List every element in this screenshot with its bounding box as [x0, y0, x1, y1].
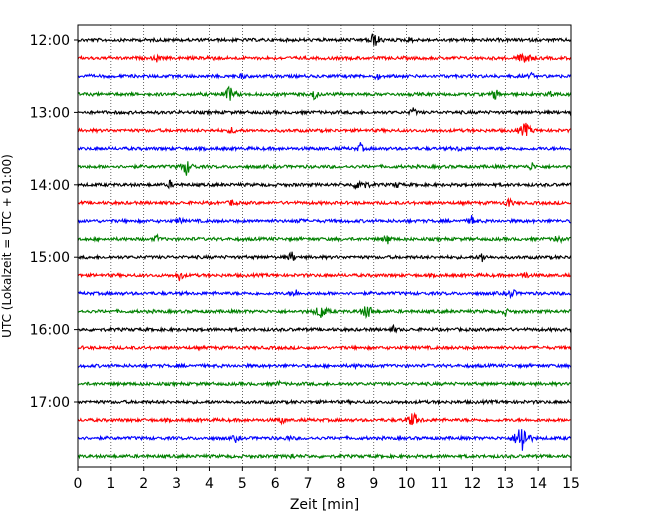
- x-tick-label: 11: [431, 476, 449, 492]
- y-tick-label: 17:00: [30, 395, 70, 411]
- seismogram-trace: [77, 251, 572, 263]
- seismogram-trace: [77, 85, 572, 101]
- seismogram-trace: [77, 161, 572, 176]
- seismogram-trace: [77, 323, 572, 334]
- x-tick-label: 8: [336, 476, 345, 492]
- x-tick-label: 14: [529, 476, 547, 492]
- x-tick-label: 9: [369, 476, 378, 492]
- seismogram-trace: [77, 197, 572, 207]
- y-tick-label: 12:00: [30, 33, 70, 49]
- seismogram-trace: [77, 289, 572, 300]
- seismogram-trace: [77, 411, 572, 426]
- seismogram-trace: [77, 71, 572, 81]
- x-tick-label: 12: [463, 476, 481, 492]
- x-tick-label: 3: [172, 476, 181, 492]
- x-tick-label: 7: [304, 476, 313, 492]
- y-tick-label: 13:00: [30, 105, 70, 121]
- x-tick-label: 15: [562, 476, 580, 492]
- x-tick-label: 0: [74, 476, 83, 492]
- y-axis-label: UTC (Lokalzeit = UTC + 01:00): [0, 154, 14, 338]
- x-axis-label: Zeit [min]: [290, 497, 359, 513]
- seismogram-trace: [77, 362, 572, 371]
- seismogram-trace: [77, 306, 572, 320]
- seismogram-trace: [77, 452, 572, 460]
- x-tick-label: 13: [496, 476, 514, 492]
- y-tick-label: 16:00: [30, 323, 70, 339]
- seismogram-trace: [77, 398, 572, 406]
- seismogram-trace: [77, 142, 572, 153]
- seismogram-trace: [77, 33, 572, 46]
- x-tick-label: 6: [271, 476, 280, 492]
- x-tick-label: 1: [106, 476, 115, 492]
- seismogram-trace: [77, 107, 572, 117]
- x-tick-label: 4: [205, 476, 214, 492]
- y-axis-ticks: 12:00 13:00 14:00 15:00 16:00 17:00: [30, 33, 78, 411]
- seismogram-trace: [77, 122, 572, 136]
- seismogram-trace: [77, 344, 572, 352]
- x-axis-ticks: 0 1 2 3 4 5 6 7 8 9 10 11 12 13 14 15: [74, 467, 580, 492]
- y-tick-label: 14:00: [30, 178, 70, 194]
- seismogram-trace: [77, 271, 572, 282]
- y-tick-label: 15:00: [30, 250, 70, 266]
- x-tick-label: 5: [238, 476, 247, 492]
- seismogram-trace: [77, 429, 572, 451]
- seismogram-trace: [77, 233, 572, 245]
- plot-frame: [77, 24, 572, 468]
- trace-series: [77, 33, 572, 460]
- x-tick-label: 10: [398, 476, 416, 492]
- seismogram-trace: [77, 379, 572, 388]
- x-tick-label: 2: [139, 476, 148, 492]
- seismogram-trace: [77, 52, 572, 63]
- seismogram-trace: [77, 179, 572, 191]
- seismogram-trace: [77, 215, 572, 225]
